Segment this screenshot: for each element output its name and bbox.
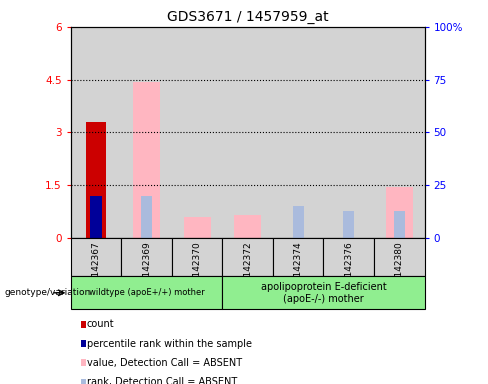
- Bar: [223, 238, 273, 276]
- Bar: [71, 238, 122, 276]
- Bar: [273, 238, 324, 276]
- Bar: [122, 27, 172, 238]
- Text: GSM142376: GSM142376: [344, 241, 353, 296]
- Text: GSM142369: GSM142369: [142, 241, 151, 296]
- Bar: [86, 122, 105, 238]
- Text: percentile rank within the sample: percentile rank within the sample: [87, 339, 252, 349]
- Text: wildtype (apoE+/+) mother: wildtype (apoE+/+) mother: [89, 288, 204, 297]
- Bar: [172, 238, 223, 276]
- Title: GDS3671 / 1457959_at: GDS3671 / 1457959_at: [167, 10, 328, 25]
- Bar: [81, 379, 86, 384]
- Bar: [71, 276, 223, 309]
- Bar: [324, 27, 374, 238]
- Bar: [81, 321, 86, 328]
- Bar: [71, 27, 122, 238]
- Text: GSM142380: GSM142380: [395, 241, 404, 296]
- Text: genotype/variation: genotype/variation: [5, 288, 91, 297]
- Text: GSM142367: GSM142367: [92, 241, 101, 296]
- Text: GSM142370: GSM142370: [193, 241, 202, 296]
- Bar: [273, 27, 324, 238]
- Bar: [343, 210, 354, 238]
- Bar: [90, 196, 102, 238]
- Text: GSM142372: GSM142372: [243, 241, 252, 296]
- Text: apolipoprotein E-deficient
(apoE-/-) mother: apolipoprotein E-deficient (apoE-/-) mot…: [261, 282, 386, 304]
- Bar: [122, 238, 172, 276]
- Bar: [141, 196, 152, 238]
- Bar: [394, 210, 405, 238]
- Bar: [324, 238, 374, 276]
- Text: count: count: [87, 319, 114, 329]
- Bar: [133, 82, 160, 238]
- Bar: [81, 359, 86, 366]
- Bar: [81, 340, 86, 347]
- Text: GSM142374: GSM142374: [294, 241, 303, 296]
- Bar: [293, 207, 304, 238]
- Bar: [223, 27, 273, 238]
- Text: rank, Detection Call = ABSENT: rank, Detection Call = ABSENT: [87, 377, 237, 384]
- Bar: [223, 276, 425, 309]
- Text: value, Detection Call = ABSENT: value, Detection Call = ABSENT: [87, 358, 242, 368]
- Bar: [374, 238, 425, 276]
- Bar: [234, 215, 261, 238]
- Bar: [386, 187, 413, 238]
- Bar: [172, 27, 223, 238]
- Bar: [374, 27, 425, 238]
- Bar: [183, 217, 210, 238]
